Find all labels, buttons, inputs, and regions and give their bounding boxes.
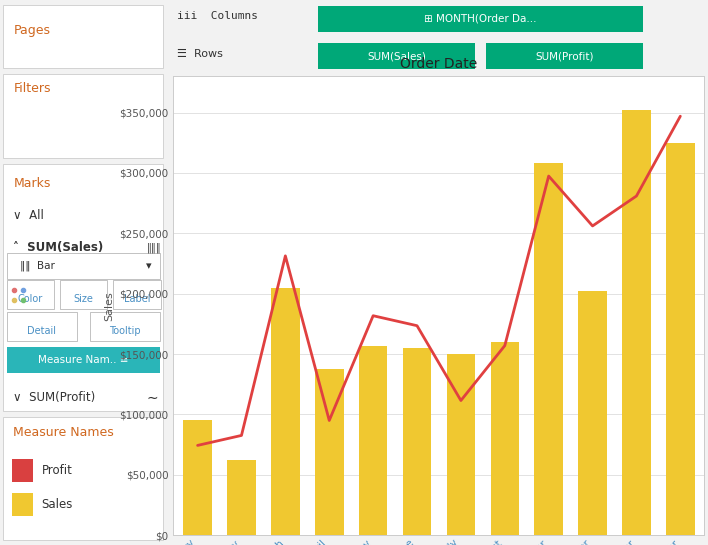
Bar (403, 348, 431, 535)
Text: iii  Columns: iii Columns (177, 11, 258, 21)
Bar (535, 164, 563, 535)
Text: ‖‖‖: ‖‖‖ (147, 243, 161, 253)
Bar (6, 253, 160, 279)
Bar (60, 280, 108, 308)
Text: ∨  All: ∨ All (13, 209, 44, 222)
Bar (622, 110, 651, 535)
Text: ∨  SUM(Profit): ∨ SUM(Profit) (13, 391, 96, 404)
Text: Pages: Pages (13, 24, 50, 37)
Bar (4, 5, 163, 68)
Bar (271, 288, 299, 535)
Bar (6, 280, 54, 308)
Bar (90, 312, 160, 341)
Bar (6, 312, 76, 341)
Text: SUM(Profit): SUM(Profit) (535, 51, 594, 61)
Bar (359, 346, 387, 535)
Text: Sales: Sales (42, 498, 73, 511)
Text: Measure Names: Measure Names (13, 426, 114, 439)
Bar (11, 459, 33, 482)
Bar (318, 44, 475, 69)
Bar (11, 493, 33, 516)
Text: Label: Label (124, 294, 150, 304)
Title: Order Date: Order Date (400, 57, 478, 71)
Text: Profit: Profit (42, 464, 72, 477)
Text: Filters: Filters (13, 82, 51, 95)
Text: ‖‖  Bar: ‖‖ Bar (20, 261, 55, 271)
Bar (486, 44, 643, 69)
Bar (4, 74, 163, 158)
Y-axis label: Sales: Sales (104, 291, 114, 320)
Bar (666, 143, 695, 535)
Bar (113, 280, 161, 308)
Bar (315, 368, 343, 535)
Bar (4, 164, 163, 411)
Text: Size: Size (74, 294, 93, 304)
Bar (183, 421, 212, 535)
Text: ˄  SUM(Sales): ˄ SUM(Sales) (13, 241, 103, 255)
Text: Detail: Detail (27, 326, 56, 336)
Bar (318, 6, 643, 32)
Text: ⊞ MONTH(Order Da...: ⊞ MONTH(Order Da... (424, 14, 537, 24)
Text: Tooltip: Tooltip (109, 326, 141, 336)
Bar (4, 417, 163, 540)
Text: Marks: Marks (13, 177, 51, 190)
Text: SUM(Sales): SUM(Sales) (367, 51, 426, 61)
Text: Measure Nam.. ≡: Measure Nam.. ≡ (38, 355, 128, 365)
Bar (447, 354, 475, 535)
Text: ∼: ∼ (147, 391, 158, 405)
Bar (491, 342, 519, 535)
Bar (578, 291, 607, 535)
Text: Color: Color (18, 294, 43, 304)
Text: ▾: ▾ (147, 261, 152, 271)
Bar (227, 461, 256, 535)
Text: ☰  Rows: ☰ Rows (177, 49, 223, 59)
Bar (6, 347, 160, 373)
